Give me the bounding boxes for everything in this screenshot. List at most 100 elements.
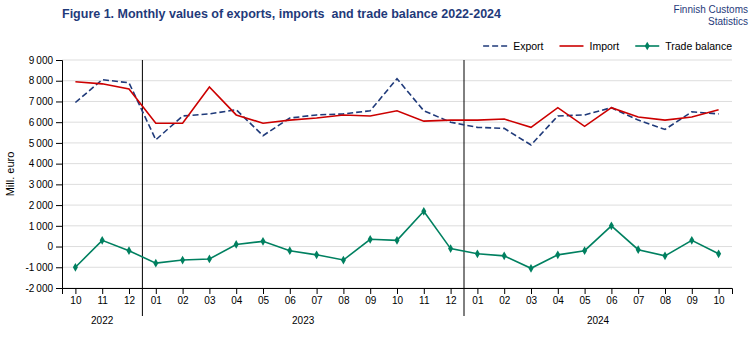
x-tick-label: 10	[714, 295, 726, 306]
x-tick: 10	[714, 288, 726, 306]
x-tick-label: 02	[178, 295, 190, 306]
x-tick-mark	[611, 288, 612, 294]
y-tick: 1 000	[29, 221, 62, 232]
legend-label: Trade balance	[665, 40, 732, 52]
x-tick-mark	[370, 288, 371, 294]
x-tick: 11	[419, 288, 430, 306]
x-tick-label: 04	[231, 295, 243, 306]
grid	[62, 60, 732, 288]
y-tick: 2 000	[29, 200, 62, 211]
y-axis-title: Mill. euro	[4, 152, 16, 197]
y-tick-mark	[56, 164, 62, 165]
grid-line	[62, 101, 732, 102]
y-tick: -1 000	[25, 262, 62, 273]
x-tick-mark	[290, 288, 291, 294]
point	[341, 256, 346, 265]
grid-line	[62, 246, 732, 247]
x-tick-label: 01	[151, 295, 163, 306]
y-tick-mark	[56, 205, 62, 206]
y-tick-label: 6 000	[29, 117, 54, 128]
x-tick: 08	[338, 288, 350, 306]
x-tick-label: 10	[392, 295, 404, 306]
x-tick-label: 05	[580, 295, 592, 306]
x-tick-mark	[451, 288, 452, 294]
line	[75, 82, 718, 128]
legend-marker	[645, 42, 650, 51]
y-tick: 0	[47, 241, 62, 252]
grid-line	[62, 163, 732, 164]
x-tick: 05	[258, 288, 270, 306]
y-tick-label: 3 000	[29, 179, 54, 190]
grid-line	[62, 205, 732, 206]
x-tick: 07	[312, 288, 324, 306]
y-tick-mark	[56, 81, 62, 82]
y-tick: 7 000	[29, 96, 62, 107]
line	[75, 79, 718, 145]
x-tick-mark	[343, 288, 344, 294]
y-tick: 6 000	[29, 117, 62, 128]
x-tick-label: 06	[285, 295, 297, 306]
x-tick: 03	[204, 288, 216, 306]
x-tick-label: 05	[258, 295, 270, 306]
x-tick-label: 12	[124, 295, 136, 306]
x-tick-label: 09	[687, 295, 699, 306]
x-tick-mark	[75, 288, 76, 294]
x-axis-line	[63, 289, 733, 295]
legend-swatch	[483, 45, 507, 47]
legend-label: Import	[589, 40, 619, 52]
x-tick-label: 10	[70, 295, 82, 306]
x-tick-mark	[183, 288, 184, 294]
y-tick: 4 000	[29, 158, 62, 169]
y-tick-mark	[56, 143, 62, 144]
x-tick-label: 08	[660, 295, 672, 306]
y-axis: -2 000 -1 000 0 1 000 2 000 3 000 4 000 5 000 6 …	[25, 55, 62, 294]
y-tick-label: 5 000	[29, 138, 54, 149]
point	[555, 250, 560, 259]
x-tick: 09	[687, 288, 699, 306]
x-tick-mark	[102, 288, 103, 294]
x-tick: 10	[392, 288, 404, 306]
grid-line	[62, 60, 732, 61]
x-tick: 02	[499, 288, 511, 306]
point	[528, 264, 533, 273]
point	[260, 237, 265, 246]
x-tick-label: 04	[553, 295, 565, 306]
x-tick-mark	[263, 288, 264, 294]
x-tick: 12	[446, 288, 458, 306]
point	[662, 252, 667, 261]
grid-line	[62, 184, 732, 185]
x-tick: 09	[365, 288, 377, 306]
group-label: 2024	[587, 315, 610, 326]
y-tick-label: -2 000	[25, 283, 53, 294]
x-tick: 10	[70, 288, 82, 306]
group-label: 2022	[91, 315, 114, 326]
x-tick-mark	[558, 288, 559, 294]
point	[100, 236, 105, 245]
x-tick-mark	[638, 288, 639, 294]
year-separator	[142, 60, 143, 316]
point	[636, 245, 641, 254]
x-axis: 1011120102030405060708091011120102030405…	[63, 288, 733, 306]
legend-item: Export	[483, 40, 543, 52]
y-tick-label: 8 000	[29, 75, 54, 86]
x-tick-label: 01	[472, 295, 484, 306]
point	[448, 244, 453, 253]
x-tick: 06	[285, 288, 297, 306]
point	[609, 221, 614, 230]
y-tick: 3 000	[29, 179, 62, 190]
y-tick-mark	[56, 122, 62, 123]
x-tick: 03	[526, 288, 538, 306]
y-tick-label: 7 000	[29, 96, 54, 107]
x-tick-label: 12	[446, 295, 458, 306]
point	[180, 256, 185, 265]
y-tick: 8 000	[29, 75, 62, 86]
x-tick-mark	[504, 288, 505, 294]
y-tick-label: 9 000	[29, 55, 54, 66]
x-tick-label: 07	[633, 295, 645, 306]
y-tick-mark	[56, 60, 62, 61]
x-tick-label: 07	[312, 295, 324, 306]
point	[716, 249, 721, 258]
y-tick-mark	[56, 267, 62, 268]
plot: -2 000 -1 000 0 1 000 2 000 3 000 4 000 5 000 6 …	[25, 55, 732, 326]
y-tick-label: -1 000	[25, 262, 53, 273]
